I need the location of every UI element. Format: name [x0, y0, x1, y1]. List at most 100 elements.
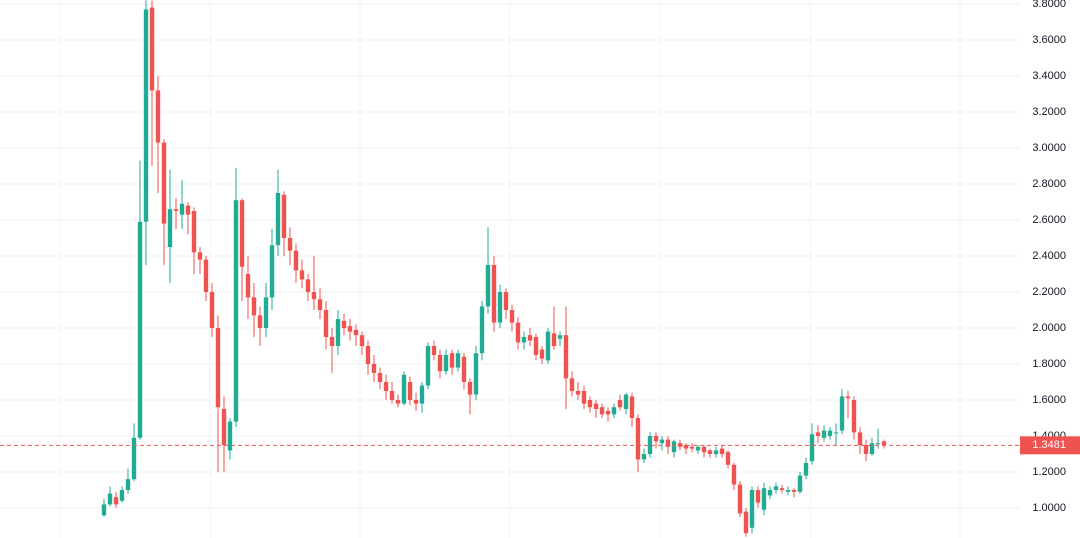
candle — [323, 300, 329, 350]
candle — [773, 482, 779, 494]
candle-body — [299, 270, 305, 280]
candle-body — [881, 441, 887, 446]
candle — [281, 191, 287, 256]
candle-body — [845, 396, 851, 399]
candle-body — [359, 335, 365, 346]
candle — [635, 414, 641, 472]
candle — [509, 304, 515, 332]
candle — [335, 309, 341, 355]
candle-body — [311, 291, 317, 300]
candle — [845, 390, 851, 418]
candle-body — [425, 345, 431, 386]
candle-body — [389, 390, 395, 400]
candle-body — [575, 390, 581, 395]
candle-body — [251, 297, 257, 316]
candle — [731, 462, 737, 490]
candle-body — [179, 203, 185, 215]
candle — [329, 327, 335, 373]
candle — [737, 480, 743, 517]
candle — [803, 457, 809, 480]
y-tick-label: 2.4000 — [1032, 250, 1066, 262]
candle — [185, 201, 191, 235]
candle — [641, 448, 647, 463]
candle-body — [479, 306, 485, 354]
candle-body — [599, 407, 605, 415]
candle-body — [155, 90, 161, 143]
candle — [263, 282, 269, 337]
candle — [401, 371, 407, 406]
candle-body — [407, 381, 413, 400]
candle — [101, 498, 107, 517]
candle — [347, 318, 353, 341]
candle-body — [749, 489, 755, 528]
candle-body — [533, 336, 539, 355]
candle-body — [713, 450, 719, 454]
candle — [767, 486, 773, 499]
candle — [563, 306, 569, 409]
candle — [689, 443, 695, 453]
candle — [173, 198, 179, 229]
candle-body — [857, 432, 863, 445]
candle-body — [731, 464, 737, 485]
candle — [209, 282, 215, 337]
candle-body — [419, 385, 425, 404]
candle — [251, 282, 257, 337]
candle-body — [395, 399, 401, 404]
y-tick-label: 1.2000 — [1032, 466, 1066, 478]
candle — [341, 313, 347, 336]
candle — [221, 396, 227, 472]
candle-body — [113, 497, 119, 505]
candle — [407, 376, 413, 406]
candle — [269, 228, 275, 310]
candle — [425, 342, 431, 390]
candle-body — [773, 486, 779, 490]
candle — [131, 423, 137, 481]
candle-body — [281, 194, 287, 238]
candle — [107, 486, 113, 507]
candle — [227, 417, 233, 460]
candle-body — [485, 264, 491, 307]
candle — [701, 444, 707, 458]
candle — [869, 437, 875, 456]
y-tick-label: 1.6000 — [1032, 394, 1066, 406]
candle — [155, 75, 161, 193]
candle-body — [707, 450, 713, 454]
candle-body — [569, 378, 575, 391]
candle — [125, 468, 131, 494]
candle-body — [131, 437, 137, 480]
candle — [293, 243, 299, 283]
candle — [419, 381, 425, 413]
candle — [197, 246, 203, 274]
time-grid — [59, 0, 961, 538]
candle — [161, 138, 167, 265]
y-tick-label: 2.6000 — [1032, 214, 1066, 226]
candle-body — [233, 200, 239, 422]
y-tick-label: 2.0000 — [1032, 322, 1066, 334]
candle — [371, 354, 377, 382]
candle — [611, 403, 617, 418]
candle — [671, 439, 677, 458]
candle-body — [137, 221, 143, 438]
candle-body — [269, 245, 275, 298]
candle-body — [263, 297, 269, 328]
candle — [383, 374, 389, 400]
y-tick-label: 2.8000 — [1032, 178, 1066, 190]
candle — [479, 300, 485, 361]
candle-body — [383, 381, 389, 391]
candle — [623, 392, 629, 415]
y-tick-label: 3.4000 — [1032, 70, 1066, 82]
candle-body — [227, 421, 233, 451]
candle-body — [629, 396, 635, 418]
candle-body — [323, 309, 329, 337]
candle-body — [191, 210, 197, 253]
candle-body — [143, 9, 149, 222]
candle — [203, 255, 209, 301]
candle-body — [497, 291, 503, 323]
candle-body — [377, 372, 383, 382]
candle — [743, 507, 749, 537]
candle — [311, 255, 317, 310]
y-tick-label: 3.0000 — [1032, 142, 1066, 154]
candle-body — [107, 493, 113, 505]
candle — [755, 486, 761, 508]
